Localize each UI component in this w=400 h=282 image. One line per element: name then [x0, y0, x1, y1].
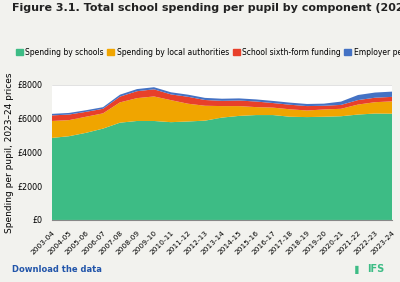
- Text: Download the data: Download the data: [12, 265, 102, 274]
- Legend: Spending by schools, Spending by local authorities, School sixth-form funding, E: Spending by schools, Spending by local a…: [16, 48, 400, 56]
- Text: Figure 3.1. Total school spending per pupil by component (2023–24 prices): Figure 3.1. Total school spending per pu…: [12, 3, 400, 13]
- Text: IFS: IFS: [367, 264, 384, 274]
- Text: ▐: ▐: [352, 265, 358, 274]
- Y-axis label: Spending per pupil, 2023–24 prices: Spending per pupil, 2023–24 prices: [5, 72, 14, 233]
